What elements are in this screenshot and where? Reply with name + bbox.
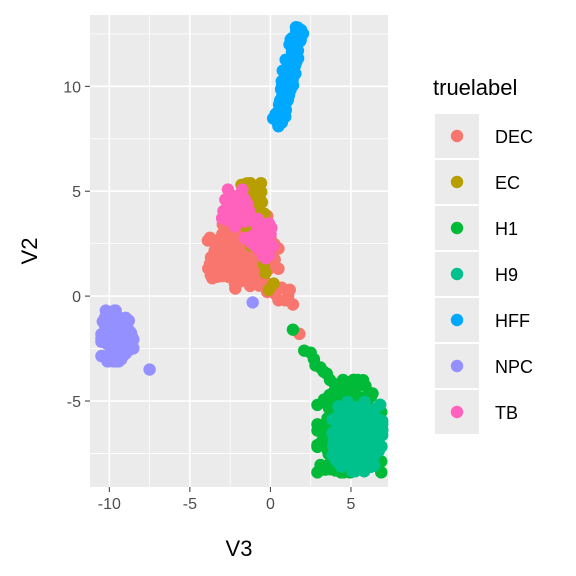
point-h1 bbox=[351, 373, 365, 387]
x-tick-label: 0 bbox=[266, 496, 275, 513]
point-dec bbox=[204, 268, 218, 282]
x-axis-title: V3 bbox=[226, 536, 253, 561]
point-h9 bbox=[349, 454, 363, 467]
point-hff bbox=[289, 25, 303, 38]
x-tick-label: -5 bbox=[183, 496, 197, 513]
data-points bbox=[95, 21, 389, 479]
legend-label-dec: DEC bbox=[495, 127, 533, 147]
point-dec bbox=[220, 244, 233, 257]
point-h9 bbox=[358, 395, 371, 409]
point-h1 bbox=[286, 323, 300, 336]
y-tick-label: 5 bbox=[72, 184, 81, 201]
x-tick-label: 5 bbox=[346, 496, 355, 513]
point-h1 bbox=[315, 435, 329, 448]
legend-swatch-tb bbox=[450, 405, 464, 419]
point-npc bbox=[102, 320, 115, 333]
point-npc bbox=[110, 355, 123, 368]
x-tick-label: -10 bbox=[98, 496, 121, 513]
point-tb bbox=[264, 241, 277, 255]
point-hff bbox=[279, 93, 292, 106]
point-h9 bbox=[343, 444, 356, 458]
point-npc bbox=[109, 304, 122, 317]
legend-label-h1: H1 bbox=[495, 219, 518, 239]
legend-swatch-h9 bbox=[450, 267, 464, 281]
point-dec bbox=[286, 298, 300, 311]
point-tb bbox=[236, 183, 249, 196]
point-h1 bbox=[311, 398, 324, 412]
point-hff bbox=[283, 68, 296, 81]
point-dec bbox=[201, 234, 215, 247]
point-npc bbox=[143, 363, 156, 376]
point-hff bbox=[284, 77, 297, 90]
legend-label-tb: TB bbox=[495, 403, 518, 423]
legend-swatch-dec bbox=[450, 129, 464, 143]
legend-label-npc: NPC bbox=[495, 357, 533, 377]
point-ec bbox=[254, 176, 268, 190]
legend-swatch-hff bbox=[450, 313, 464, 327]
point-dec bbox=[217, 268, 230, 282]
point-dec bbox=[272, 262, 285, 275]
legend-title: truelabel bbox=[433, 75, 517, 100]
point-hff bbox=[291, 52, 305, 65]
point-h9 bbox=[343, 410, 356, 424]
y-tick-label: 0 bbox=[72, 289, 81, 306]
legend: truelabel DEC EC H1 H9 HFF NPC TB bbox=[433, 75, 533, 434]
point-h9 bbox=[376, 414, 389, 428]
point-h9 bbox=[332, 400, 345, 413]
y-tick-label: 10 bbox=[63, 79, 81, 96]
point-npc bbox=[120, 324, 133, 337]
point-dec bbox=[283, 283, 296, 297]
y-tick-label: -5 bbox=[67, 394, 81, 411]
point-h9 bbox=[346, 465, 359, 478]
x-axis: -10 -5 0 5 bbox=[98, 487, 355, 513]
point-tb bbox=[248, 230, 262, 243]
legend-label-h9: H9 bbox=[495, 265, 518, 285]
point-dec bbox=[233, 247, 246, 261]
point-npc bbox=[104, 335, 117, 348]
legend-swatch-npc bbox=[450, 359, 464, 373]
point-h9 bbox=[363, 444, 377, 457]
legend-swatch-ec bbox=[450, 175, 464, 189]
point-hff bbox=[275, 115, 288, 129]
point-tb bbox=[241, 214, 255, 227]
point-h9 bbox=[333, 421, 346, 434]
point-h1 bbox=[338, 380, 351, 393]
point-npc bbox=[122, 314, 136, 327]
point-tb bbox=[238, 231, 251, 245]
point-npc bbox=[246, 296, 259, 309]
y-axis-title: V2 bbox=[17, 238, 42, 265]
point-h1 bbox=[349, 388, 362, 401]
point-ec bbox=[267, 277, 280, 290]
point-h1 bbox=[327, 386, 340, 399]
point-tb bbox=[219, 193, 232, 206]
point-h1 bbox=[311, 418, 324, 431]
legend-label-ec: EC bbox=[495, 173, 520, 193]
point-npc bbox=[114, 333, 128, 346]
legend-label-hff: HFF bbox=[495, 311, 530, 331]
point-dec bbox=[208, 244, 221, 257]
point-dec bbox=[246, 265, 259, 278]
point-tb bbox=[258, 220, 271, 234]
point-h9 bbox=[366, 433, 379, 446]
point-npc bbox=[127, 333, 140, 346]
point-h9 bbox=[353, 414, 367, 427]
point-dec bbox=[231, 259, 244, 273]
point-ec bbox=[259, 266, 272, 280]
point-dec bbox=[222, 235, 236, 248]
y-axis: -5 0 5 10 bbox=[63, 79, 90, 411]
legend-swatch-h1 bbox=[450, 221, 464, 235]
point-hff bbox=[292, 35, 305, 48]
point-tb bbox=[259, 252, 272, 265]
point-h9 bbox=[351, 435, 365, 449]
